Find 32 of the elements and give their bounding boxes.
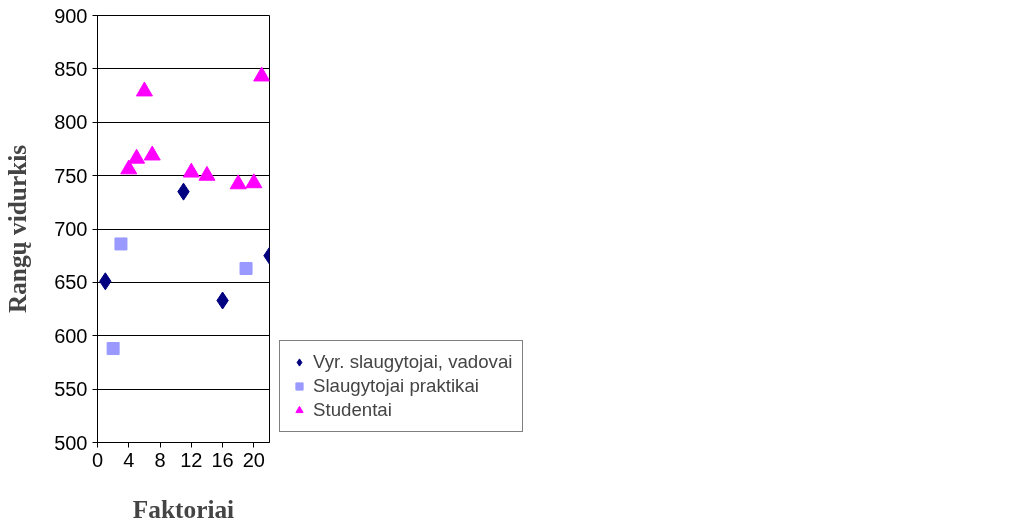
legend-label: Studentai [313,399,392,421]
y-axis-title: Rangų vidurkis [3,144,32,314]
x-tick-label: 12 [180,448,203,471]
x-tick-label: 0 [91,448,104,471]
y-tick-label: 800 [54,111,88,134]
y-tick-label: 750 [54,164,88,187]
legend-label: Vyr. slaugytojai, vadovai [313,351,513,373]
point [114,237,128,251]
point [182,162,200,178]
x-tick-label: 20 [242,448,265,471]
y-tick-label: 700 [54,218,88,240]
y-tick-label: 900 [54,4,88,27]
y-tick-label: 550 [54,378,88,401]
point [198,165,216,181]
point [229,174,247,190]
y-tick-label: 850 [54,57,88,80]
point [128,148,146,164]
y-tick-label: 650 [54,271,88,294]
point [143,145,161,161]
y-tick-label: 600 [54,324,88,347]
point [253,66,270,82]
x-tick-label: 8 [154,448,166,471]
point [245,173,263,189]
x-tick-label: 16 [211,448,234,471]
point [135,81,153,97]
point [106,342,120,356]
x-axis-title: Faktoriai [132,494,235,523]
legend-label: Slaugytojai praktikai [313,375,479,397]
x-tick-label: 4 [123,448,135,471]
point [239,262,253,275]
y-tick-label: 500 [54,431,88,454]
point [120,159,138,175]
